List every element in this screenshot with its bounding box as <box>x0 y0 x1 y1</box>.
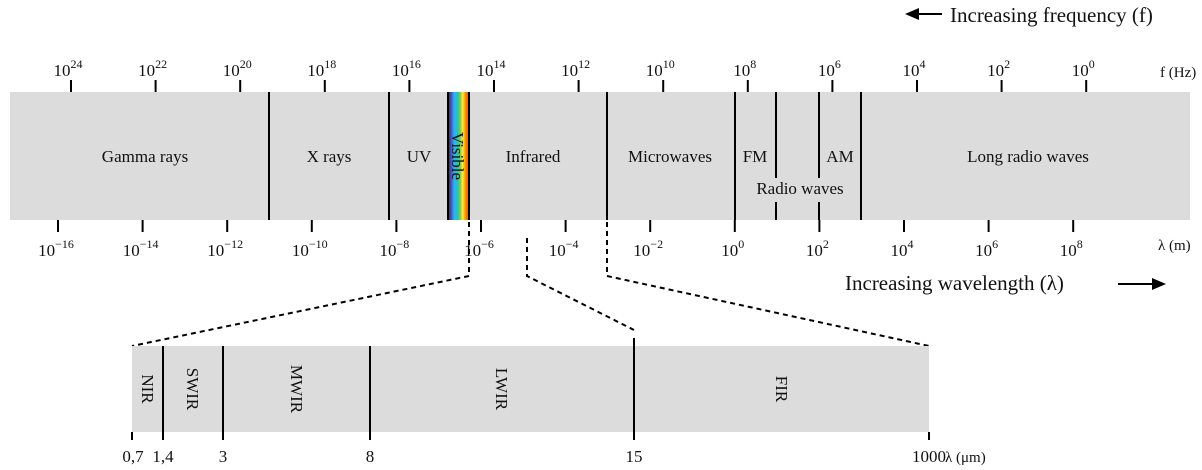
wavelength-tick-label: 102 <box>806 237 829 260</box>
frequency-tick-label: 1018 <box>307 57 336 80</box>
ir-band-lwir: LWIR <box>492 368 511 411</box>
frequency-tick-label: 1010 <box>646 57 675 80</box>
frequency-tick-label: 104 <box>903 57 926 80</box>
visible-spectrum-strip <box>448 92 469 220</box>
ir-tick-label: 1,4 <box>152 447 174 466</box>
wavelength-tick-label: 104 <box>891 237 914 260</box>
band-microwaves: Microwaves <box>628 147 712 166</box>
frequency-tick-label: 1020 <box>223 57 252 80</box>
ir-band-mwir: MWIR <box>287 365 306 414</box>
frequency-tick-label: 106 <box>818 57 841 80</box>
frequency-unit: f (Hz) <box>1160 65 1196 81</box>
ir-band-nir: NIR <box>138 374 157 404</box>
band-visible: Visible <box>448 132 467 180</box>
frequency-tick-label: 102 <box>987 57 1010 80</box>
band-uv: UV <box>407 147 432 166</box>
frequency-direction: Increasing frequency (f) <box>905 3 1153 27</box>
frequency-tick-label: 100 <box>1072 57 1095 80</box>
wavelength-tick-label: 108 <box>1060 237 1083 260</box>
connector-middle <box>526 238 635 331</box>
detail-unit: λ (μm) <box>945 450 986 466</box>
ir-tick-label: 3 <box>219 447 228 466</box>
wavelength-unit: λ (m) <box>1158 238 1191 254</box>
wavelength-direction-label: Increasing wavelength (λ) <box>845 271 1064 295</box>
wavelength-tick-label: 100 <box>721 237 744 260</box>
frequency-axis: 1024 1022 1020 1018 1016 1014 1012 1010 108 106 10… <box>54 57 1095 92</box>
ir-tick-label: 1000 <box>912 447 946 466</box>
spectrum-bar <box>10 92 1190 220</box>
wavelength-tick-label: 10−12 <box>207 237 243 260</box>
wavelength-tick-label: 10−2 <box>633 237 663 260</box>
wavelength-tick-label: 10−6 <box>464 237 494 260</box>
infrared-detail-dividers <box>131 338 930 440</box>
frequency-direction-label: Increasing frequency (f) <box>950 3 1153 27</box>
frequency-tick-label: 1016 <box>392 57 421 80</box>
ir-tick-label: 8 <box>366 447 375 466</box>
band-long-radio-waves: Long radio waves <box>967 147 1089 166</box>
wavelength-tick-label: 106 <box>975 237 998 260</box>
infrared-detail-bar <box>132 346 929 432</box>
infrared-zoom-connectors <box>131 222 930 347</box>
wavelength-tick-label: 10−4 <box>549 237 579 260</box>
wavelength-axis: 10−16 10−14 10−12 10−10 10−8 10−6 10−4 10−2 100 1… <box>38 220 1083 260</box>
connector-right <box>606 222 930 347</box>
wavelength-direction: Increasing wavelength (λ) <box>845 271 1166 295</box>
band-infrared: Infrared <box>506 147 561 166</box>
wavelength-tick-label: 10−8 <box>380 237 410 260</box>
frequency-tick-label: 1012 <box>561 57 590 80</box>
frequency-tick-label: 1022 <box>138 57 167 80</box>
wavelength-tick-label: 10−14 <box>123 237 159 260</box>
ir-tick-label: 0,7 <box>122 447 144 466</box>
frequency-arrow-head <box>905 8 919 20</box>
ir-tick-label: 15 <box>626 447 643 466</box>
band-x-rays: X rays <box>307 147 352 166</box>
frequency-tick-label: 108 <box>733 57 756 80</box>
ir-band-swir: SWIR <box>183 368 202 411</box>
wavelength-tick-label: 10−16 <box>38 237 74 260</box>
frequency-tick-label: 1024 <box>54 57 83 80</box>
connector-left <box>131 222 470 347</box>
wavelength-tick-label: 10−10 <box>292 237 328 260</box>
frequency-tick-label: 1014 <box>477 57 506 80</box>
band-dividers <box>268 92 862 220</box>
ir-band-fir: FIR <box>772 376 791 403</box>
band-am: AM <box>826 147 853 166</box>
wavelength-arrow-head <box>1152 278 1166 290</box>
band-fm: FM <box>743 147 768 166</box>
band-gamma-rays: Gamma rays <box>102 147 188 166</box>
band-radio-waves: Radio waves <box>756 179 843 198</box>
